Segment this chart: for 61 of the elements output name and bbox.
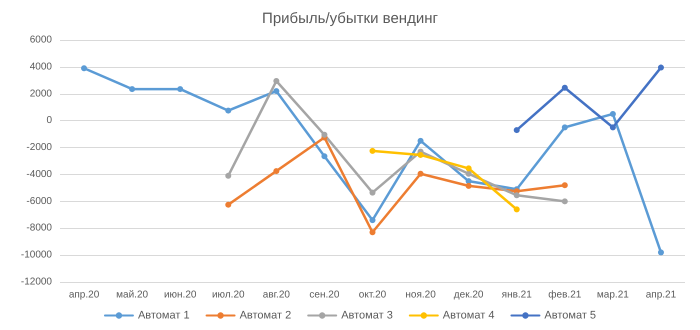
x-tick-label: окт.20 xyxy=(358,290,387,300)
point xyxy=(321,153,328,160)
y-tick-label: -4000 xyxy=(26,168,52,180)
point xyxy=(321,132,328,138)
legend-label: Автомат 4 xyxy=(442,310,494,322)
y-tick-label: 2000 xyxy=(30,88,52,100)
point xyxy=(658,249,664,256)
y-tick-label: 6000 xyxy=(30,34,52,46)
point xyxy=(129,86,136,92)
legend-label: Автомат 1 xyxy=(138,310,190,322)
point xyxy=(177,86,184,92)
x-tick-label: апр.20 xyxy=(68,290,100,300)
point xyxy=(562,84,568,91)
point xyxy=(562,124,568,130)
point xyxy=(610,124,616,130)
point xyxy=(81,65,88,72)
point xyxy=(273,88,280,94)
y-tick-label: 0 xyxy=(46,115,52,126)
y-tick-label: 4000 xyxy=(30,61,52,72)
x-tick-label: ноя.20 xyxy=(405,290,436,300)
point xyxy=(225,108,232,114)
point xyxy=(418,152,424,158)
point xyxy=(225,202,232,208)
x-tick-label: апр.21 xyxy=(646,290,677,300)
y-tick-label: -2000 xyxy=(26,142,52,154)
point xyxy=(466,170,472,177)
x-tick-label: мар.21 xyxy=(596,290,630,300)
point xyxy=(514,127,520,134)
point xyxy=(418,170,424,177)
point xyxy=(370,190,376,196)
x-tick-label: янв.21 xyxy=(502,290,532,300)
point xyxy=(370,229,376,236)
point xyxy=(514,206,520,212)
legend-label: Автомат 2 xyxy=(240,310,292,322)
x-tick-label: июн.20 xyxy=(164,290,197,300)
point xyxy=(562,198,568,204)
point xyxy=(225,172,232,179)
x-tick-label: май.20 xyxy=(116,290,149,300)
point xyxy=(273,168,280,174)
point xyxy=(273,78,280,84)
x-tick-label: авг.20 xyxy=(262,290,290,300)
x-tick-label: фев.21 xyxy=(548,290,582,300)
point xyxy=(370,148,376,154)
y-tick-label: -12000 xyxy=(20,276,52,288)
y-tick-label: -8000 xyxy=(26,222,52,234)
point xyxy=(562,182,568,188)
point xyxy=(610,110,616,117)
point xyxy=(514,192,520,198)
x-tick-label: дек.20 xyxy=(454,290,484,300)
point xyxy=(466,182,472,189)
x-tick-label: июл.20 xyxy=(212,290,246,300)
point xyxy=(370,217,376,224)
legend-label: Автомат 5 xyxy=(544,310,596,322)
point xyxy=(418,138,424,144)
point xyxy=(466,165,472,172)
point xyxy=(658,64,664,71)
y-tick-label: -6000 xyxy=(26,196,52,207)
x-tick-label: сен.20 xyxy=(309,290,340,300)
legend-label: Автомат 3 xyxy=(341,310,393,322)
chart-title: Прибыль/убытки вендинг xyxy=(262,10,438,27)
y-tick-label: -10000 xyxy=(20,250,52,261)
